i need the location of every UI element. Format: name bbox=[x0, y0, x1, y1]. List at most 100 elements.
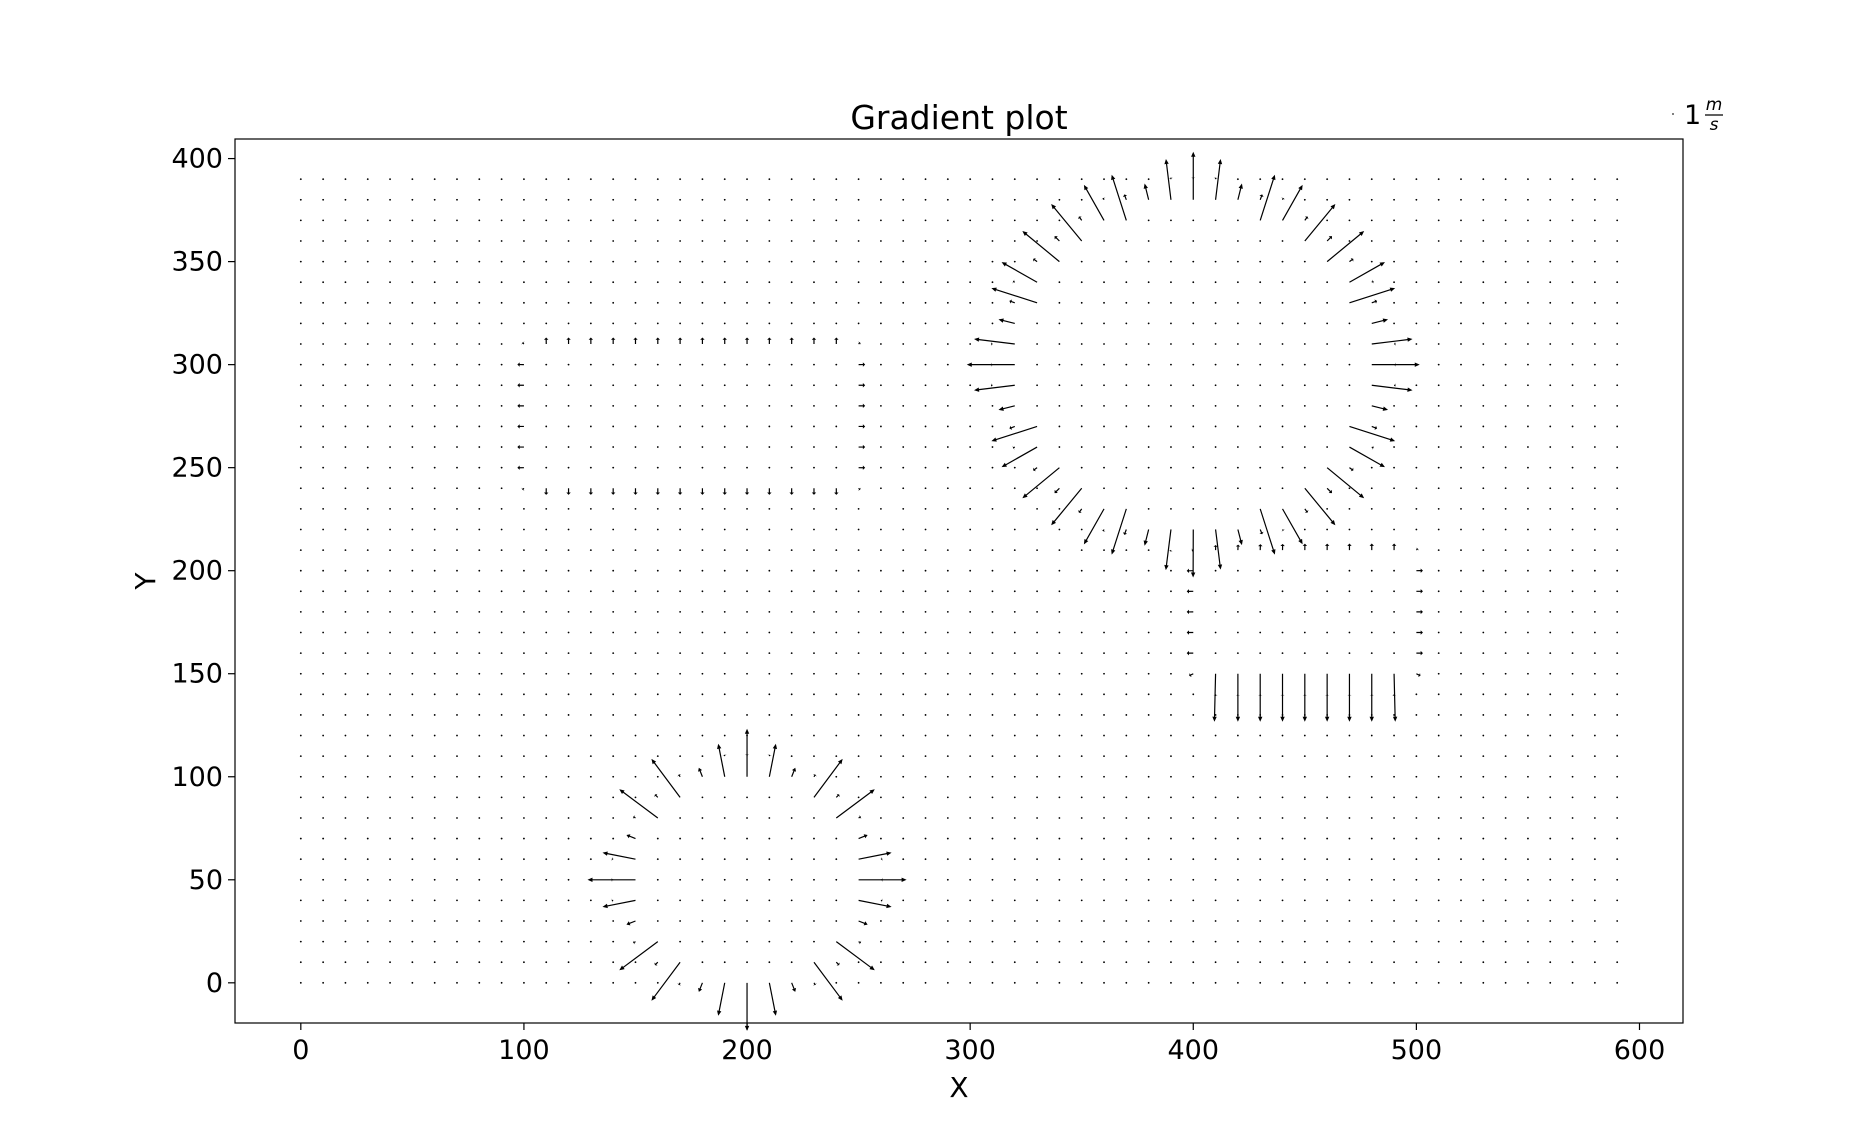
vector-arrow bbox=[1460, 940, 1462, 943]
vector-arrow bbox=[746, 590, 748, 593]
vector-arrow bbox=[1192, 981, 1195, 984]
vector-arrow bbox=[701, 281, 704, 284]
vector-arrow bbox=[411, 734, 414, 737]
vector-arrow bbox=[1036, 178, 1038, 181]
vector-arrow bbox=[523, 281, 525, 284]
vector-arrow bbox=[589, 219, 592, 222]
vector-arrow bbox=[924, 693, 927, 696]
vector-arrow bbox=[1415, 714, 1418, 716]
vector-arrow bbox=[1460, 198, 1462, 201]
vector-arrow bbox=[545, 198, 548, 201]
vector-arrow bbox=[835, 260, 838, 263]
vector-arrow bbox=[523, 322, 525, 325]
vector-arrow bbox=[701, 322, 704, 325]
vector-arrow bbox=[880, 487, 882, 490]
vector-arrow bbox=[634, 590, 637, 593]
vector-arrow bbox=[1527, 178, 1529, 181]
vector-arrow bbox=[1303, 981, 1306, 984]
vector-arrow bbox=[1036, 343, 1038, 345]
vector-arrow bbox=[1482, 466, 1485, 469]
vector-arrow bbox=[835, 981, 838, 984]
vector-arrow bbox=[1058, 611, 1061, 613]
vector-arrow bbox=[1549, 652, 1552, 655]
vector-arrow bbox=[969, 940, 972, 943]
vector-arrow bbox=[389, 219, 391, 222]
vector-arrow bbox=[1192, 446, 1195, 448]
vector-arrow bbox=[1080, 920, 1083, 922]
vector-arrow bbox=[589, 631, 592, 634]
vector-arrow bbox=[791, 982, 797, 992]
y-tick-label: 250 bbox=[171, 453, 223, 484]
vector-arrow bbox=[299, 569, 302, 572]
vector-arrow bbox=[1571, 404, 1574, 407]
vector-arrow bbox=[500, 549, 503, 551]
vector-arrow bbox=[857, 981, 860, 984]
vector-arrow bbox=[767, 488, 772, 495]
vector-arrow bbox=[1460, 755, 1462, 758]
vector-arrow bbox=[344, 549, 347, 551]
vector-arrow bbox=[1259, 775, 1262, 778]
vector-arrow bbox=[902, 343, 905, 345]
vector-arrow bbox=[1236, 734, 1239, 737]
vector-arrow bbox=[723, 425, 726, 428]
vector-arrow bbox=[858, 424, 866, 429]
vector-arrow bbox=[857, 219, 860, 222]
vector-arrow bbox=[1504, 178, 1507, 181]
vector-arrow bbox=[723, 734, 726, 737]
vector-arrow bbox=[768, 982, 778, 1016]
vector-arrow bbox=[1303, 343, 1306, 345]
vector-arrow bbox=[366, 404, 369, 407]
vector-arrow bbox=[1013, 693, 1016, 696]
x-tick-label: 400 bbox=[1167, 1035, 1219, 1066]
vector-arrow bbox=[991, 425, 994, 428]
vector-arrow bbox=[767, 337, 772, 345]
vector-arrow bbox=[1437, 343, 1440, 345]
vector-arrow bbox=[1214, 446, 1217, 448]
vector-arrow bbox=[946, 652, 949, 655]
vector-arrow bbox=[1281, 899, 1284, 902]
vector-arrow bbox=[1058, 549, 1061, 551]
x-tick-label: 100 bbox=[498, 1035, 550, 1066]
vector-arrow bbox=[656, 878, 659, 881]
vector-arrow bbox=[545, 384, 548, 387]
vector-arrow bbox=[969, 920, 972, 922]
vector-arrow bbox=[902, 363, 905, 366]
vector-arrow bbox=[1036, 384, 1038, 387]
vector-arrow bbox=[366, 714, 369, 716]
vector-arrow bbox=[612, 363, 615, 366]
vector-arrow bbox=[1416, 589, 1423, 594]
vector-arrow bbox=[1616, 178, 1619, 181]
vector-arrow bbox=[701, 920, 704, 922]
vector-arrow bbox=[880, 446, 882, 448]
vector-arrow bbox=[344, 796, 347, 799]
vector-arrow bbox=[1504, 198, 1507, 201]
vector-arrow bbox=[1058, 384, 1061, 387]
vector-arrow bbox=[322, 301, 325, 304]
vector-arrow bbox=[1303, 796, 1306, 799]
vector-arrow bbox=[1259, 363, 1262, 366]
vector-arrow bbox=[1237, 529, 1243, 546]
vector-arrow bbox=[612, 940, 615, 943]
vector-arrow bbox=[1371, 405, 1389, 411]
vector-arrow bbox=[1236, 858, 1239, 861]
vector-arrow bbox=[1504, 775, 1507, 778]
vector-arrow bbox=[1058, 590, 1061, 593]
vector-arrow bbox=[1259, 404, 1262, 407]
vector-arrow bbox=[813, 714, 815, 716]
vector-arrow bbox=[1103, 611, 1105, 613]
vector-arrow bbox=[924, 920, 927, 922]
vector-arrow bbox=[567, 652, 570, 655]
vector-arrow bbox=[969, 961, 972, 964]
vector-arrow bbox=[902, 260, 905, 263]
vector-arrow bbox=[1571, 446, 1574, 448]
vector-arrow bbox=[701, 837, 704, 840]
vector-arrow bbox=[456, 343, 458, 345]
vector-arrow bbox=[1593, 384, 1596, 387]
vector-arrow bbox=[1259, 194, 1264, 200]
vector-arrow bbox=[567, 755, 570, 758]
vector-arrow bbox=[1348, 652, 1351, 655]
vector-arrow bbox=[1393, 981, 1395, 984]
vector-arrow bbox=[701, 240, 704, 242]
vector-arrow bbox=[1192, 384, 1195, 387]
